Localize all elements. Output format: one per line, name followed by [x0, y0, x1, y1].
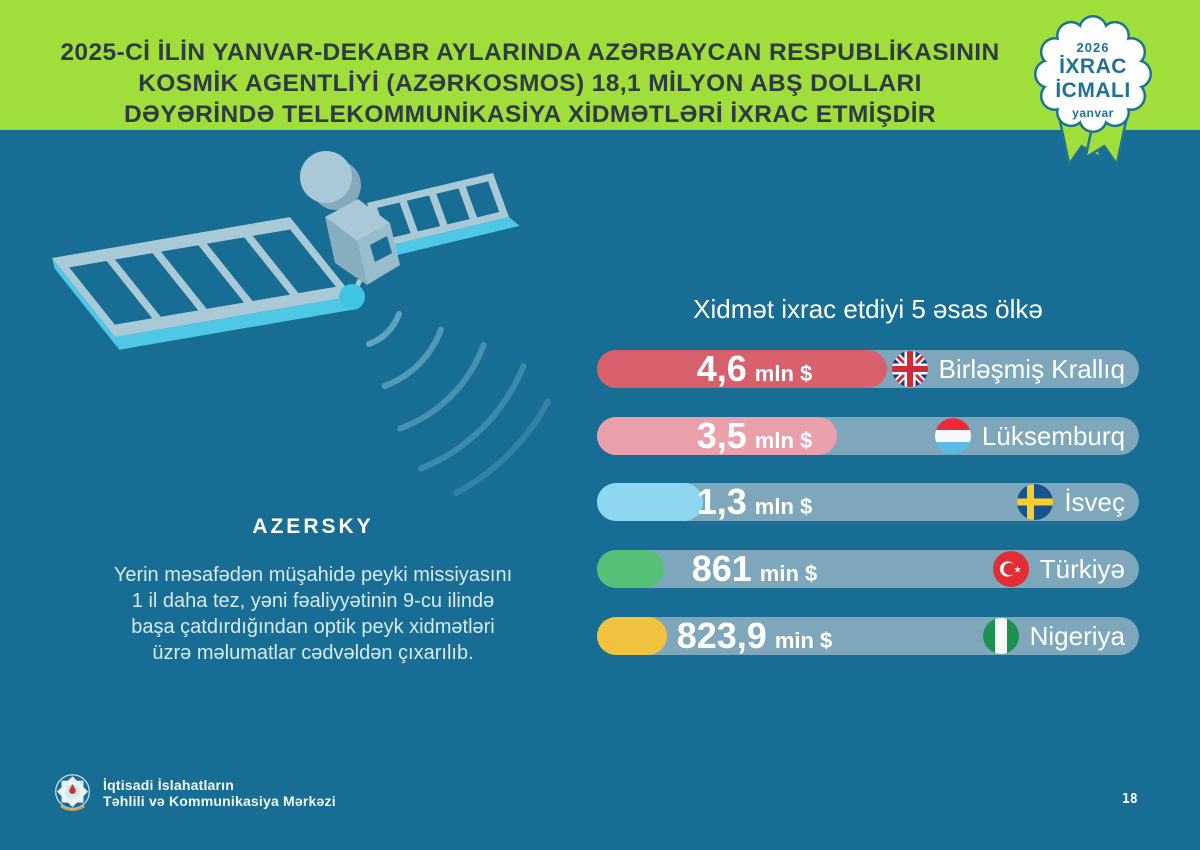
uk-flag-icon: [891, 351, 928, 387]
country-group: İsveç: [1017, 483, 1139, 521]
signal-waves-icon: [366, 311, 551, 496]
chart-row-nigeria: 823,9 min $ Nigeriya: [597, 617, 1139, 655]
country-group: Nigeriya: [982, 617, 1139, 655]
bar-value-number: 1,3: [696, 481, 747, 522]
country-label: Birləşmiş Krallıq: [938, 353, 1125, 384]
bar-value-number: 3,5: [696, 415, 747, 456]
org-name-line-1: İqtisadi İslahatların: [103, 776, 235, 793]
badge-month: yanvar: [1072, 106, 1114, 120]
country-label: Türkiyə: [1039, 553, 1125, 584]
bar-value-unit: min $: [759, 561, 818, 586]
bar-value-number: 823,9: [676, 615, 767, 656]
header-band: [0, 0, 1200, 130]
bar-fill: [597, 483, 703, 521]
bar-value-unit: mln $: [754, 428, 813, 453]
sweden-flag-icon: [1017, 484, 1054, 520]
desc-line-2: 1 il daha tez, yəni fəaliyyətinin 9-cu i…: [131, 590, 495, 612]
bar-fill: [597, 550, 664, 588]
nigeria-flag-icon: [982, 618, 1019, 654]
desc-line-3: başa çatdırdığından optik peyk xidmətlər…: [131, 616, 495, 638]
country-group: Birləşmiş Krallıq: [891, 350, 1139, 388]
chart-row-luxembourg: 3,5 mln $ Lüksemburq: [597, 417, 1139, 455]
country-label: İsveç: [1064, 486, 1125, 517]
antenna-icon: [339, 284, 365, 310]
page-title: 2025-Cİ İLİN YANVAR-DEKABR AYLARINDA AZƏ…: [28, 37, 1032, 130]
satellite-description: Yerin məsafədən müşahidə peyki missiyası…: [43, 562, 583, 666]
desc-line-1: Yerin məsafədən müşahidə peyki missiyası…: [113, 564, 513, 586]
star-glyph: ★: [1013, 565, 1021, 575]
dish-icon: [300, 151, 352, 203]
bar-fill: [597, 350, 887, 388]
badge-text: 2026 İXRAC İCMALI yanvar: [1028, 40, 1158, 120]
bar-fill: [597, 417, 837, 455]
bar-value-unit: mln $: [754, 361, 813, 386]
org-logo-block: İqtisadi İslahatların Təhlili və Kommuni…: [54, 772, 336, 813]
bar-value-unit: min $: [774, 628, 833, 653]
bar-value: 3,5 mln $: [652, 417, 857, 455]
bar-value-unit: mln $: [754, 494, 813, 519]
turkey-flag-icon: ★: [992, 551, 1029, 587]
bar-value: 861 min $: [652, 550, 857, 588]
bar-value: 4,6 mln $: [652, 350, 857, 388]
bar-fill: [597, 617, 667, 655]
desc-line-4: üzrə məlumatlar cədvəldən çıxarılıb.: [152, 642, 474, 664]
chart-row-sweden: 1,3 mln $ İsveç: [597, 483, 1139, 521]
chart-title: Xidmət ixrac etdiyi 5 əsas ölkə: [693, 294, 1043, 324]
title-line-2: KOSMİK AGENTLİYİ (AZƏRKOSMOS) 18,1 MİLYO…: [138, 70, 922, 97]
page-number: 18: [1122, 792, 1138, 807]
bar-value: 1,3 mln $: [652, 483, 857, 521]
title-line-1: 2025-Cİ İLİN YANVAR-DEKABR AYLARINDA AZƏ…: [60, 39, 1000, 66]
badge-line1: İXRAC: [1059, 55, 1127, 78]
country-label: Lüksemburq: [981, 420, 1125, 451]
badge-rosette-icon: [1034, 15, 1152, 133]
org-name-line-2: Təhlili və Kommunikasiya Mərkəzi: [103, 792, 336, 809]
chart-row-turkey: 861 min $ ★ Türkiyə: [597, 550, 1139, 588]
luxembourg-flag-icon: [934, 418, 971, 454]
country-group: ★ Türkiyə: [992, 550, 1139, 588]
badge-year: 2026: [1076, 40, 1110, 55]
satellite-name: AZERSKY: [252, 515, 374, 538]
bar-value-number: 861: [691, 548, 752, 589]
edition-badge: 2026 İXRAC İCMALI yanvar: [1028, 12, 1158, 202]
title-line-3: DƏYƏRİNDƏ TELEKOMMUNİKASİYA XİDMƏTLƏRİ İ…: [123, 101, 937, 128]
org-name: İqtisadi İslahatların Təhlili və Kommuni…: [103, 777, 336, 809]
state-emblem-icon: [55, 774, 90, 811]
bar-value-number: 4,6: [696, 348, 747, 389]
country-label: Nigeriya: [1029, 620, 1125, 651]
satellite-icon: [52, 151, 551, 496]
bar-value: 823,9 min $: [652, 617, 857, 655]
country-group: Lüksemburq: [934, 417, 1139, 455]
chart-row-uk: 4,6 mln $ Birləşmiş Krallıq: [597, 350, 1139, 388]
badge-line2: İCMALI: [1055, 79, 1131, 102]
